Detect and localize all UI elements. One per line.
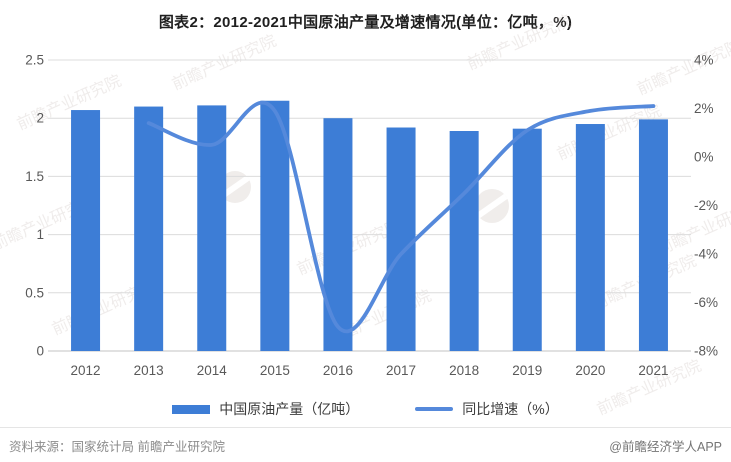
left-axis-tick-label: 2 [36, 111, 44, 126]
left-axis-tick-label: 2.5 [25, 53, 44, 68]
chart-title: 图表2：2012-2021中国原油产量及增速情况(单位：亿吨，%) [158, 14, 573, 31]
watermark-text: 前瞻产业研究院 [14, 72, 124, 134]
left-axis-tick-label: 0.5 [25, 285, 44, 300]
bar-2013 [134, 106, 164, 351]
source-note: 资料来源：国家统计局 前瞻产业研究院 [9, 440, 225, 454]
right-axis-tick-label: 4% [694, 53, 714, 68]
bar-2016 [323, 118, 353, 351]
watermark-text: 前瞻产业研究院 [634, 37, 731, 99]
x-axis-label: 2015 [260, 363, 290, 378]
bar-2021 [638, 119, 668, 351]
x-axis-label: 2019 [512, 363, 542, 378]
legend-item-production: 中国原油产量（亿吨） [172, 399, 359, 419]
right-axis-tick-label: -2% [694, 198, 718, 213]
bar-series-swatch [172, 404, 211, 414]
bar-2018 [449, 131, 479, 351]
watermark-text: 前瞻产业研究院 [169, 32, 279, 94]
legend-item-growth: 同比增速（%） [415, 399, 559, 419]
brand-note: @前瞻经济学人APP [609, 440, 722, 454]
right-axis-tick-label: 2% [694, 101, 714, 116]
x-axis-label: 2012 [71, 363, 101, 378]
footer-divider [0, 427, 731, 428]
growth-line [146, 100, 656, 334]
x-axis-label: 2020 [575, 363, 605, 378]
x-axis-label: 2016 [323, 363, 353, 378]
left-axis-tick-label: 0 [36, 344, 44, 359]
bar-2020 [575, 124, 605, 352]
footer: 资料来源：国家统计局 前瞻产业研究院 @前瞻经济学人APP [9, 436, 722, 455]
legend-label-growth: 同比增速（%） [462, 401, 559, 417]
x-axis-label: 2018 [449, 363, 479, 378]
chart-legend: 中国原油产量（亿吨） 同比增速（%） [0, 399, 731, 419]
right-axis-tick-label: -4% [694, 247, 718, 262]
right-axis-tick-label: 0% [694, 150, 714, 165]
watermark-text: 前瞻产业研究院 [464, 12, 574, 74]
line-series-swatch [415, 407, 454, 411]
x-axis-label: 2013 [134, 363, 164, 378]
right-axis-tick-label: -8% [694, 344, 718, 359]
bar-2012 [71, 110, 101, 351]
x-axis-label: 2014 [197, 363, 228, 378]
x-axis-label: 2021 [638, 363, 668, 378]
watermark-logo-swoosh [220, 175, 250, 199]
left-axis-tick-label: 1 [36, 227, 44, 242]
bar-2019 [512, 128, 542, 351]
left-axis-tick-label: 1.5 [25, 169, 44, 184]
bar-2015 [260, 100, 290, 352]
bar-2017 [386, 127, 416, 352]
watermark-logo-swoosh [476, 193, 508, 219]
right-axis-tick-label: -6% [694, 295, 718, 310]
legend-label-production: 中国原油产量（亿吨） [219, 401, 360, 417]
x-axis-label: 2017 [386, 363, 416, 378]
